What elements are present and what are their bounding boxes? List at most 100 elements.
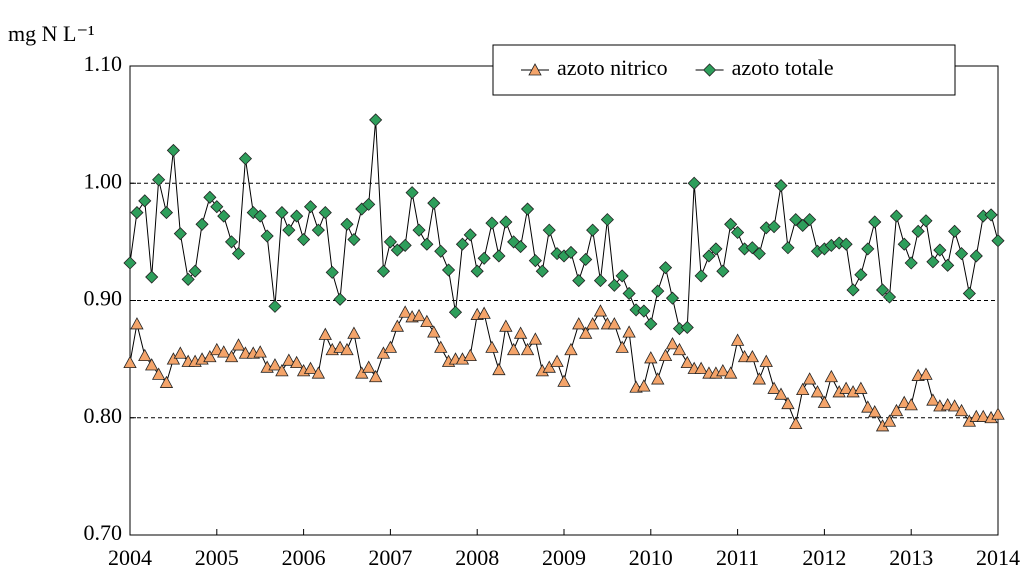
x-tick-label: 2007: [368, 545, 412, 570]
data-point: [499, 319, 513, 332]
data-point: [303, 200, 318, 214]
data-point: [123, 355, 137, 369]
data-point: [789, 416, 803, 430]
data-point: [441, 263, 456, 277]
y-tick-label: 0.80: [84, 403, 123, 428]
data-point: [897, 237, 911, 251]
data-point: [173, 346, 188, 359]
data-point: [203, 349, 217, 363]
data-point: [731, 225, 745, 240]
data-point: [984, 208, 998, 222]
data-point: [427, 196, 441, 210]
data-point: [166, 143, 180, 157]
data-point: [593, 304, 608, 317]
data-point: [882, 414, 897, 427]
data-point: [318, 205, 332, 220]
data-point: [716, 264, 730, 278]
data-point: [926, 393, 940, 406]
x-tick-label: 2010: [629, 545, 673, 570]
data-point: [542, 223, 556, 237]
data-point: [767, 220, 781, 234]
data-point: [260, 229, 274, 243]
data-point: [253, 209, 267, 223]
data-point: [477, 306, 491, 319]
data-point: [282, 223, 296, 237]
data-point: [637, 379, 651, 392]
data-point: [817, 395, 832, 408]
data-point: [882, 290, 897, 304]
legend: azoto nitrico azoto totale: [492, 44, 956, 96]
data-point: [658, 348, 673, 362]
data-point: [607, 317, 622, 330]
data-point: [499, 215, 513, 229]
data-point: [231, 247, 246, 261]
data-point: [694, 361, 708, 374]
data-point: [123, 256, 137, 270]
data-point: [854, 381, 868, 394]
data-point: [224, 349, 239, 363]
data-point: [933, 243, 947, 257]
data-point: [564, 245, 578, 259]
data-point: [434, 244, 448, 258]
data-point: [919, 367, 933, 380]
data-point: [948, 224, 962, 238]
data-point: [919, 214, 933, 228]
data-point: [513, 326, 528, 339]
data-point: [586, 223, 600, 237]
data-point: [759, 354, 773, 367]
data-point: [485, 216, 499, 230]
data-point: [572, 317, 586, 330]
data-point: [622, 286, 636, 301]
data-point: [347, 232, 361, 247]
y-tick-label: 1.00: [84, 168, 123, 193]
data-point: [868, 405, 882, 418]
data-point: [585, 317, 600, 330]
data-point: [724, 217, 738, 231]
data-point: [600, 213, 614, 227]
legend-marker: [703, 63, 717, 77]
y-axis-label: mg N L⁻¹: [8, 21, 95, 46]
data-point: [224, 235, 239, 249]
data-point: [889, 209, 904, 223]
data-point: [926, 255, 940, 269]
data-point: [520, 342, 535, 356]
data-point: [802, 372, 817, 385]
data-point: [463, 348, 477, 362]
data-point: [506, 342, 521, 356]
data-point: [231, 338, 246, 351]
data-point: [593, 274, 608, 288]
data-point: [362, 360, 376, 373]
data-point: [774, 179, 788, 193]
data-point: [897, 395, 911, 408]
data-point: [151, 367, 166, 380]
data-point: [528, 332, 543, 345]
data-point: [303, 361, 318, 374]
data-point: [238, 152, 253, 166]
data-point: [130, 317, 144, 330]
data-point: [796, 218, 810, 233]
data-point: [846, 283, 860, 297]
data-point: [138, 194, 152, 208]
data-point: [268, 299, 282, 313]
data-point: [514, 239, 528, 254]
data-point: [803, 213, 817, 227]
data-point: [297, 232, 311, 247]
data-point: [665, 291, 680, 305]
data-point: [579, 326, 593, 339]
data-point: [412, 223, 426, 237]
data-point: [145, 270, 159, 284]
data-point: [781, 241, 795, 255]
data-point: [839, 381, 853, 394]
data-point: [911, 224, 925, 238]
data-point: [723, 366, 738, 379]
data-point: [644, 351, 658, 364]
data-point: [290, 209, 304, 223]
data-point: [398, 238, 412, 252]
data-point: [333, 292, 347, 306]
data-point: [745, 241, 759, 255]
y-tick-label: 1.10: [84, 51, 123, 76]
data-point: [745, 349, 760, 363]
data-point: [889, 403, 904, 417]
data-point: [680, 355, 694, 369]
data-point: [253, 345, 267, 358]
